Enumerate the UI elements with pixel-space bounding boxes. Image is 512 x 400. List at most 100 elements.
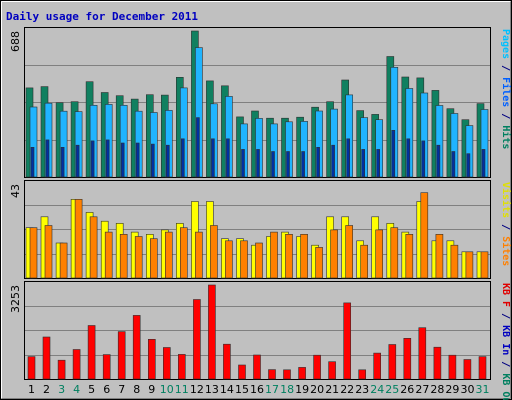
bar-sites-1: [29, 227, 38, 279]
bar-kb-f-23: [358, 369, 367, 380]
bar-kb-f-27: [418, 327, 427, 380]
bar-pages-18: [286, 151, 290, 178]
bar-sites-31: [480, 251, 489, 279]
legend-part-1: /: [500, 218, 511, 236]
bar-pages-7: [120, 142, 125, 178]
x-tick-label-7: 7: [118, 383, 125, 396]
bar-kb-f-29: [448, 354, 457, 380]
chart-panels: 688 Pages / Files / Hits 43 Visits / Sites 3…: [9, 27, 512, 400]
x-tick-label-29: 29: [445, 383, 459, 396]
bar-sites-17: [270, 231, 278, 279]
x-tick-label-28: 28: [430, 383, 444, 396]
bar-sites-27: [420, 192, 429, 279]
x-tick-label-24: 24: [370, 383, 384, 396]
bar-pages-10: [166, 144, 170, 178]
bar-kb-f-24: [373, 352, 382, 380]
x-tick-label-23: 23: [355, 383, 369, 396]
x-tick-label-16: 16: [250, 383, 264, 396]
bar-sites-23: [360, 244, 369, 279]
bar-kb-f-18: [283, 369, 291, 380]
bar-pages-4: [75, 144, 80, 178]
bar-sites-26: [405, 234, 414, 279]
bar-pages-22: [346, 138, 351, 178]
bar-pages-25: [391, 130, 396, 178]
legend-part-0: Pages: [500, 29, 511, 59]
bar-pages-29: [451, 151, 456, 178]
x-axis-day-labels: 1 2 3 4 5 6 7 8 9 10 11 12 13 14 15 16 17 18 19 20 21 22 23 24 2…: [28, 383, 490, 396]
legend-part-0: KB F: [500, 283, 511, 307]
bar-sites-30: [465, 251, 474, 279]
panel-middle-legend-label: Visits / Sites: [500, 182, 512, 266]
bar-sites-13: [210, 225, 218, 279]
bar-kb-f-4: [72, 349, 81, 380]
bar-sites-24: [375, 229, 384, 279]
bar-sites-21: [330, 229, 338, 279]
bar-sites-16: [255, 242, 263, 279]
panel-top-legend-label: Pages / Files / Hits: [500, 29, 512, 149]
x-tick-label-11: 11: [175, 383, 189, 396]
bar-sites-12: [195, 231, 203, 279]
legend-part-1: /: [500, 59, 511, 77]
bar-sites-2: [44, 225, 53, 279]
bar-kb-f-8: [132, 315, 141, 380]
bar-sites-15: [240, 240, 248, 279]
bar-kb-f-22: [343, 302, 352, 380]
bar-kb-f-20: [313, 354, 321, 380]
x-tick-label-4: 4: [73, 383, 80, 396]
bar-sites-18: [285, 234, 293, 279]
bar-sites-3: [59, 242, 68, 279]
chart-title: Daily usage for December 2011: [6, 10, 198, 23]
bar-sites-11: [180, 227, 188, 279]
x-tick-label-14: 14: [220, 383, 234, 396]
bar-pages-6: [105, 139, 110, 178]
x-tick-label-2: 2: [43, 383, 50, 396]
bar-kb-f-5: [87, 325, 96, 380]
x-tick-label-25: 25: [385, 383, 399, 396]
x-tick-label-5: 5: [88, 383, 95, 396]
legend-part-2: KB In: [500, 325, 511, 355]
bar-pages-19: [301, 151, 305, 178]
bar-kb-f-17: [268, 369, 276, 380]
panel-bottom: 3253 KB F / KB In / KB Out: [9, 281, 511, 400]
x-tick-label-8: 8: [133, 383, 140, 396]
bar-pages-14: [226, 138, 230, 178]
panel-middle: 43 Visits / Sites: [9, 180, 512, 279]
bar-pages-21: [331, 144, 335, 178]
x-tick-label-13: 13: [205, 383, 219, 396]
bar-pages-9: [151, 143, 155, 178]
x-tick-label-26: 26: [400, 383, 414, 396]
x-tick-label-1: 1: [28, 383, 35, 396]
bar-kb-f-15: [238, 364, 246, 380]
bar-sites-28: [435, 234, 444, 279]
bar-sites-7: [119, 234, 128, 279]
bar-pages-16: [256, 149, 260, 178]
bar-kb-f-21: [328, 361, 336, 380]
bar-kb-f-12: [193, 299, 201, 380]
x-tick-label-22: 22: [340, 383, 354, 396]
bar-kb-f-10: [163, 347, 171, 380]
bar-pages-26: [406, 138, 411, 178]
bar-pages-5: [90, 140, 95, 178]
bar-kb-f-13: [208, 284, 216, 380]
legend-part-2: Sites: [500, 236, 512, 266]
bar-sites-10: [165, 231, 173, 279]
legend-part-1: /: [500, 307, 511, 325]
panel-bottom-legend-label: KB F / KB In / KB Out: [500, 283, 511, 400]
bar-kb-f-19: [298, 367, 306, 380]
bar-kb-f-28: [433, 346, 442, 380]
bar-pages-1: [30, 147, 35, 178]
panel-bottom-ymax-label: 3253: [9, 285, 22, 313]
x-tick-label-17: 17: [265, 383, 279, 396]
legend-part-3: /: [500, 355, 511, 373]
bar-kb-f-16: [253, 354, 261, 380]
panel-top-ymax-label: 688: [9, 31, 22, 52]
bar-pages-28: [436, 144, 441, 178]
bar-sites-14: [225, 240, 233, 279]
bar-kb-f-31: [478, 356, 487, 380]
bar-pages-27: [421, 140, 426, 178]
bar-pages-17: [271, 151, 275, 178]
bar-kb-f-25: [388, 344, 397, 380]
bar-kb-f-7: [117, 331, 126, 380]
x-tick-label-18: 18: [280, 383, 294, 396]
